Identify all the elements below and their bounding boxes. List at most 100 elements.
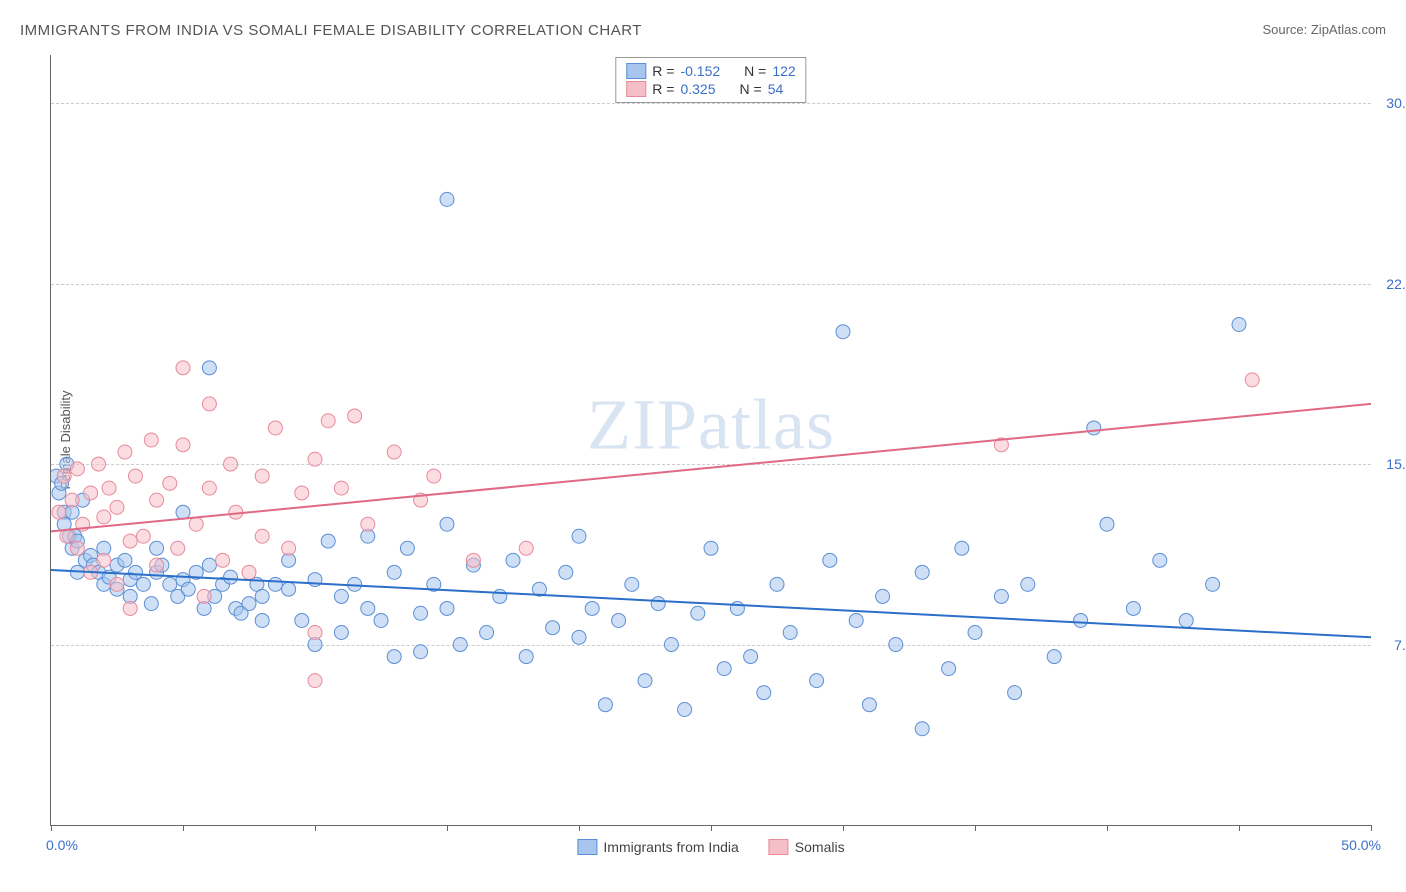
scatter-point bbox=[400, 541, 414, 555]
scatter-point bbox=[84, 486, 98, 500]
scatter-point bbox=[1008, 686, 1022, 700]
scatter-point bbox=[118, 445, 132, 459]
scatter-point bbox=[704, 541, 718, 555]
scatter-point bbox=[255, 469, 269, 483]
x-tick bbox=[183, 825, 184, 831]
scatter-point bbox=[480, 626, 494, 640]
swatch-india-icon bbox=[577, 839, 597, 855]
scatter-point bbox=[255, 529, 269, 543]
scatter-point bbox=[1100, 517, 1114, 531]
scatter-point bbox=[295, 486, 309, 500]
scatter-point bbox=[321, 414, 335, 428]
scatter-point bbox=[638, 674, 652, 688]
scatter-point bbox=[176, 361, 190, 375]
scatter-point bbox=[942, 662, 956, 676]
scatter-point bbox=[1047, 650, 1061, 664]
scatter-point bbox=[678, 703, 692, 717]
scatter-point bbox=[598, 698, 612, 712]
chart-title: IMMIGRANTS FROM INDIA VS SOMALI FEMALE D… bbox=[20, 22, 642, 39]
scatter-point bbox=[308, 674, 322, 688]
scatter-point bbox=[334, 481, 348, 495]
scatter-point bbox=[181, 582, 195, 596]
scatter-point bbox=[282, 541, 296, 555]
scatter-point bbox=[268, 421, 282, 435]
r-value-india: -0.152 bbox=[680, 63, 720, 79]
scatter-point bbox=[968, 626, 982, 640]
x-min-label: 0.0% bbox=[46, 837, 78, 853]
scatter-point bbox=[559, 565, 573, 579]
scatter-point bbox=[572, 529, 586, 543]
swatch-somali-icon bbox=[769, 839, 789, 855]
x-tick bbox=[711, 825, 712, 831]
scatter-point bbox=[651, 597, 665, 611]
scatter-point bbox=[110, 577, 124, 591]
scatter-point bbox=[242, 565, 256, 579]
scatter-point bbox=[163, 476, 177, 490]
legend-label-somali: Somalis bbox=[795, 839, 845, 855]
x-tick bbox=[1371, 825, 1372, 831]
scatter-point bbox=[123, 601, 137, 615]
scatter-point bbox=[202, 397, 216, 411]
scatter-point bbox=[876, 589, 890, 603]
scatter-point bbox=[1206, 577, 1220, 591]
scatter-point bbox=[255, 589, 269, 603]
legend-item-india: Immigrants from India bbox=[577, 839, 738, 855]
scatter-point bbox=[128, 469, 142, 483]
swatch-somali bbox=[626, 81, 646, 97]
x-tick bbox=[975, 825, 976, 831]
scatter-point bbox=[123, 534, 137, 548]
scatter-point bbox=[955, 541, 969, 555]
scatter-point bbox=[308, 452, 322, 466]
scatter-point bbox=[202, 361, 216, 375]
scatter-point bbox=[374, 613, 388, 627]
scatter-point bbox=[1021, 577, 1035, 591]
legend-row-india: R = -0.152 N = 122 bbox=[626, 62, 795, 80]
scatter-point bbox=[110, 500, 124, 514]
legend-row-somali: R = 0.325 N = 54 bbox=[626, 80, 795, 98]
scatter-point bbox=[862, 698, 876, 712]
scatter-point bbox=[136, 577, 150, 591]
scatter-point bbox=[1232, 318, 1246, 332]
scatter-point bbox=[414, 606, 428, 620]
scatter-point bbox=[757, 686, 771, 700]
scatter-point bbox=[144, 433, 158, 447]
legend-label-india: Immigrants from India bbox=[603, 839, 738, 855]
scatter-point bbox=[889, 638, 903, 652]
scatter-point bbox=[836, 325, 850, 339]
scatter-point bbox=[118, 553, 132, 567]
scatter-point bbox=[1245, 373, 1259, 387]
scatter-point bbox=[915, 565, 929, 579]
scatter-point bbox=[97, 510, 111, 524]
r-label: R = bbox=[652, 63, 674, 79]
scatter-point bbox=[321, 534, 335, 548]
scatter-point bbox=[268, 577, 282, 591]
scatter-point bbox=[612, 613, 626, 627]
x-tick bbox=[1107, 825, 1108, 831]
scatter-point bbox=[224, 570, 238, 584]
scatter-point bbox=[52, 505, 66, 519]
scatter-point bbox=[65, 493, 79, 507]
scatter-point bbox=[308, 626, 322, 640]
n-label: N = bbox=[740, 81, 762, 97]
n-value-somali: 54 bbox=[768, 81, 784, 97]
x-max-label: 50.0% bbox=[1341, 837, 1381, 853]
scatter-point bbox=[730, 601, 744, 615]
scatter-point bbox=[387, 445, 401, 459]
scatter-point bbox=[171, 541, 185, 555]
scatter-point bbox=[691, 606, 705, 620]
scatter-svg bbox=[51, 55, 1371, 825]
y-tick-label: 22.5% bbox=[1386, 276, 1406, 292]
scatter-point bbox=[427, 469, 441, 483]
y-tick-label: 7.5% bbox=[1394, 637, 1406, 653]
scatter-point bbox=[176, 505, 190, 519]
scatter-point bbox=[136, 529, 150, 543]
scatter-point bbox=[493, 589, 507, 603]
legend-item-somali: Somalis bbox=[769, 839, 845, 855]
scatter-point bbox=[197, 589, 211, 603]
series-legend: Immigrants from India Somalis bbox=[577, 839, 844, 855]
scatter-point bbox=[453, 638, 467, 652]
scatter-point bbox=[128, 565, 142, 579]
scatter-point bbox=[519, 650, 533, 664]
scatter-point bbox=[387, 565, 401, 579]
scatter-point bbox=[216, 553, 230, 567]
